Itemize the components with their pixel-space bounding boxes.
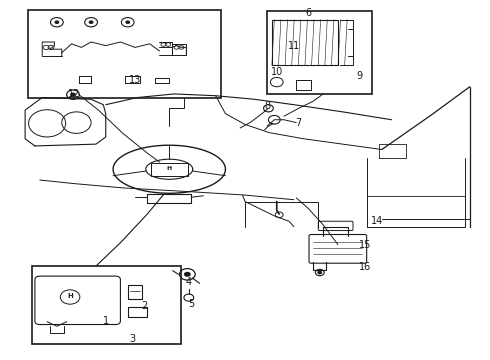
Text: 7: 7 (295, 118, 302, 128)
Text: 1: 1 (103, 316, 109, 325)
Text: 15: 15 (359, 240, 371, 250)
Circle shape (70, 93, 76, 97)
Text: 6: 6 (305, 8, 312, 18)
Text: 10: 10 (270, 67, 283, 77)
Text: 12: 12 (68, 89, 80, 99)
Circle shape (125, 21, 130, 24)
Text: 2: 2 (142, 301, 148, 311)
Text: 9: 9 (357, 71, 363, 81)
Text: 16: 16 (359, 262, 371, 272)
Bar (272, 20, 338, 65)
Circle shape (54, 21, 59, 24)
Bar (267, 12, 372, 94)
Text: 8: 8 (264, 102, 270, 112)
Text: 11: 11 (288, 41, 300, 50)
Text: 3: 3 (129, 333, 136, 343)
Text: 14: 14 (371, 216, 383, 226)
Circle shape (89, 21, 94, 24)
Bar (27, 10, 220, 98)
Text: H: H (67, 293, 73, 299)
Bar (32, 266, 181, 344)
Text: H: H (167, 166, 172, 171)
Circle shape (318, 271, 322, 274)
Text: 13: 13 (129, 75, 141, 85)
Text: 4: 4 (186, 277, 192, 287)
Text: 5: 5 (188, 299, 195, 309)
Circle shape (184, 272, 191, 277)
